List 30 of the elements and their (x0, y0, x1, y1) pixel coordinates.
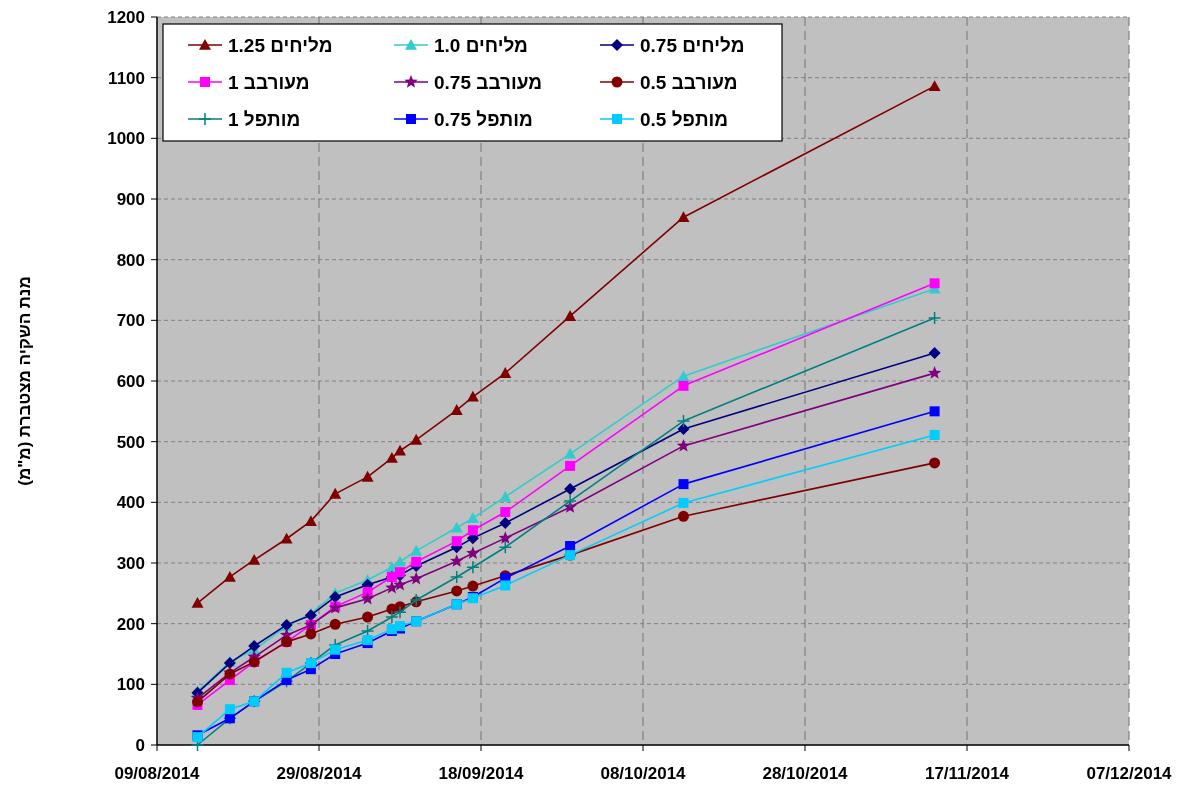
xtick-label: 07/12/2014 (1086, 764, 1172, 783)
legend-label: מותפל 0.5 (640, 109, 729, 130)
ytick-label: 500 (116, 432, 145, 452)
ytick-label: 200 (116, 614, 145, 634)
legend-label: מליחים 1.25 (228, 35, 333, 56)
ytick-label: 1200 (107, 8, 145, 27)
xtick-label: 09/08/2014 (114, 764, 200, 783)
ytick-label: 700 (116, 311, 145, 331)
ytick-label: 0 (135, 736, 145, 755)
ytick-label: 100 (116, 675, 145, 695)
ytick-label: 800 (116, 250, 145, 270)
legend-label: מעורבב 0.5 (640, 72, 738, 93)
ytick-label: 600 (116, 372, 145, 391)
xtick-label: 08/10/2014 (600, 764, 686, 783)
legend-label: מותפל 1 (228, 109, 301, 130)
xtick-label: 17/11/2014 (924, 764, 1010, 783)
legend-label: מליחים 1.0 (434, 35, 528, 56)
legend-label: מעורבב 0.75 (434, 72, 543, 93)
legend-label: מעורבב 1 (228, 72, 310, 93)
ytick-label: 900 (116, 190, 145, 209)
xtick-label: 28/10/2014 (762, 764, 848, 783)
ytick-label: 1100 (108, 68, 145, 88)
ytick-label: 1000 (107, 129, 145, 149)
xtick-label: 18/09/2014 (438, 764, 524, 783)
ytick-label: 300 (116, 554, 145, 573)
legend-label: מליחים 0.75 (640, 35, 745, 56)
legend-label: מותפל 0.75 (434, 109, 533, 130)
ytick-label: 400 (116, 493, 145, 513)
y-axis-title: מנת השקיה מצטברת (מ"מ) (15, 276, 34, 486)
xtick-label: 29/08/2014 (276, 764, 362, 783)
